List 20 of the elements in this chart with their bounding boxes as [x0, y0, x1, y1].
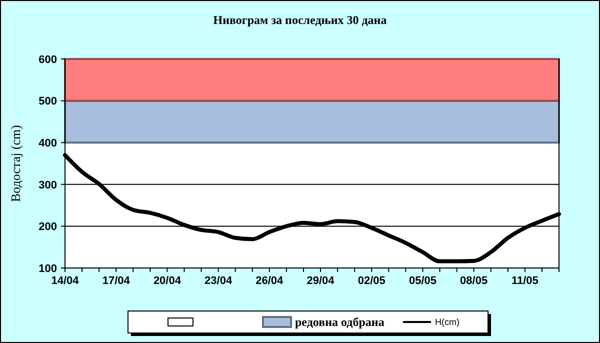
y-axis-title: Водостај (cm) [8, 124, 23, 202]
x-tick-label: 08/05 [460, 275, 488, 287]
x-tick-label: 14/04 [51, 275, 80, 287]
x-tick-label: 11/05 [511, 275, 538, 287]
y-tick-label: 400 [38, 137, 57, 150]
x-tick-label: 20/04 [153, 275, 182, 287]
x-tick-label: 17/04 [102, 275, 131, 287]
legend-label: редовна одбрана [295, 315, 384, 330]
x-tick-label: 23/04 [204, 275, 233, 287]
chart-title: Нивограм за последњих 30 дана [213, 13, 387, 27]
y-tick-label: 200 [38, 221, 57, 234]
y-tick-label: 500 [38, 96, 57, 108]
y-tick-label: 100 [38, 262, 57, 275]
y-tick-label: 600 [38, 54, 57, 66]
legend-label: H(cm) [435, 317, 460, 328]
x-tick-label: 05/05 [408, 275, 436, 287]
x-tick-label: 29/04 [306, 275, 336, 287]
x-tick-label: 26/04 [256, 275, 284, 287]
x-tick-label: 02/05 [358, 275, 386, 287]
y-tick-label: 300 [38, 179, 57, 192]
